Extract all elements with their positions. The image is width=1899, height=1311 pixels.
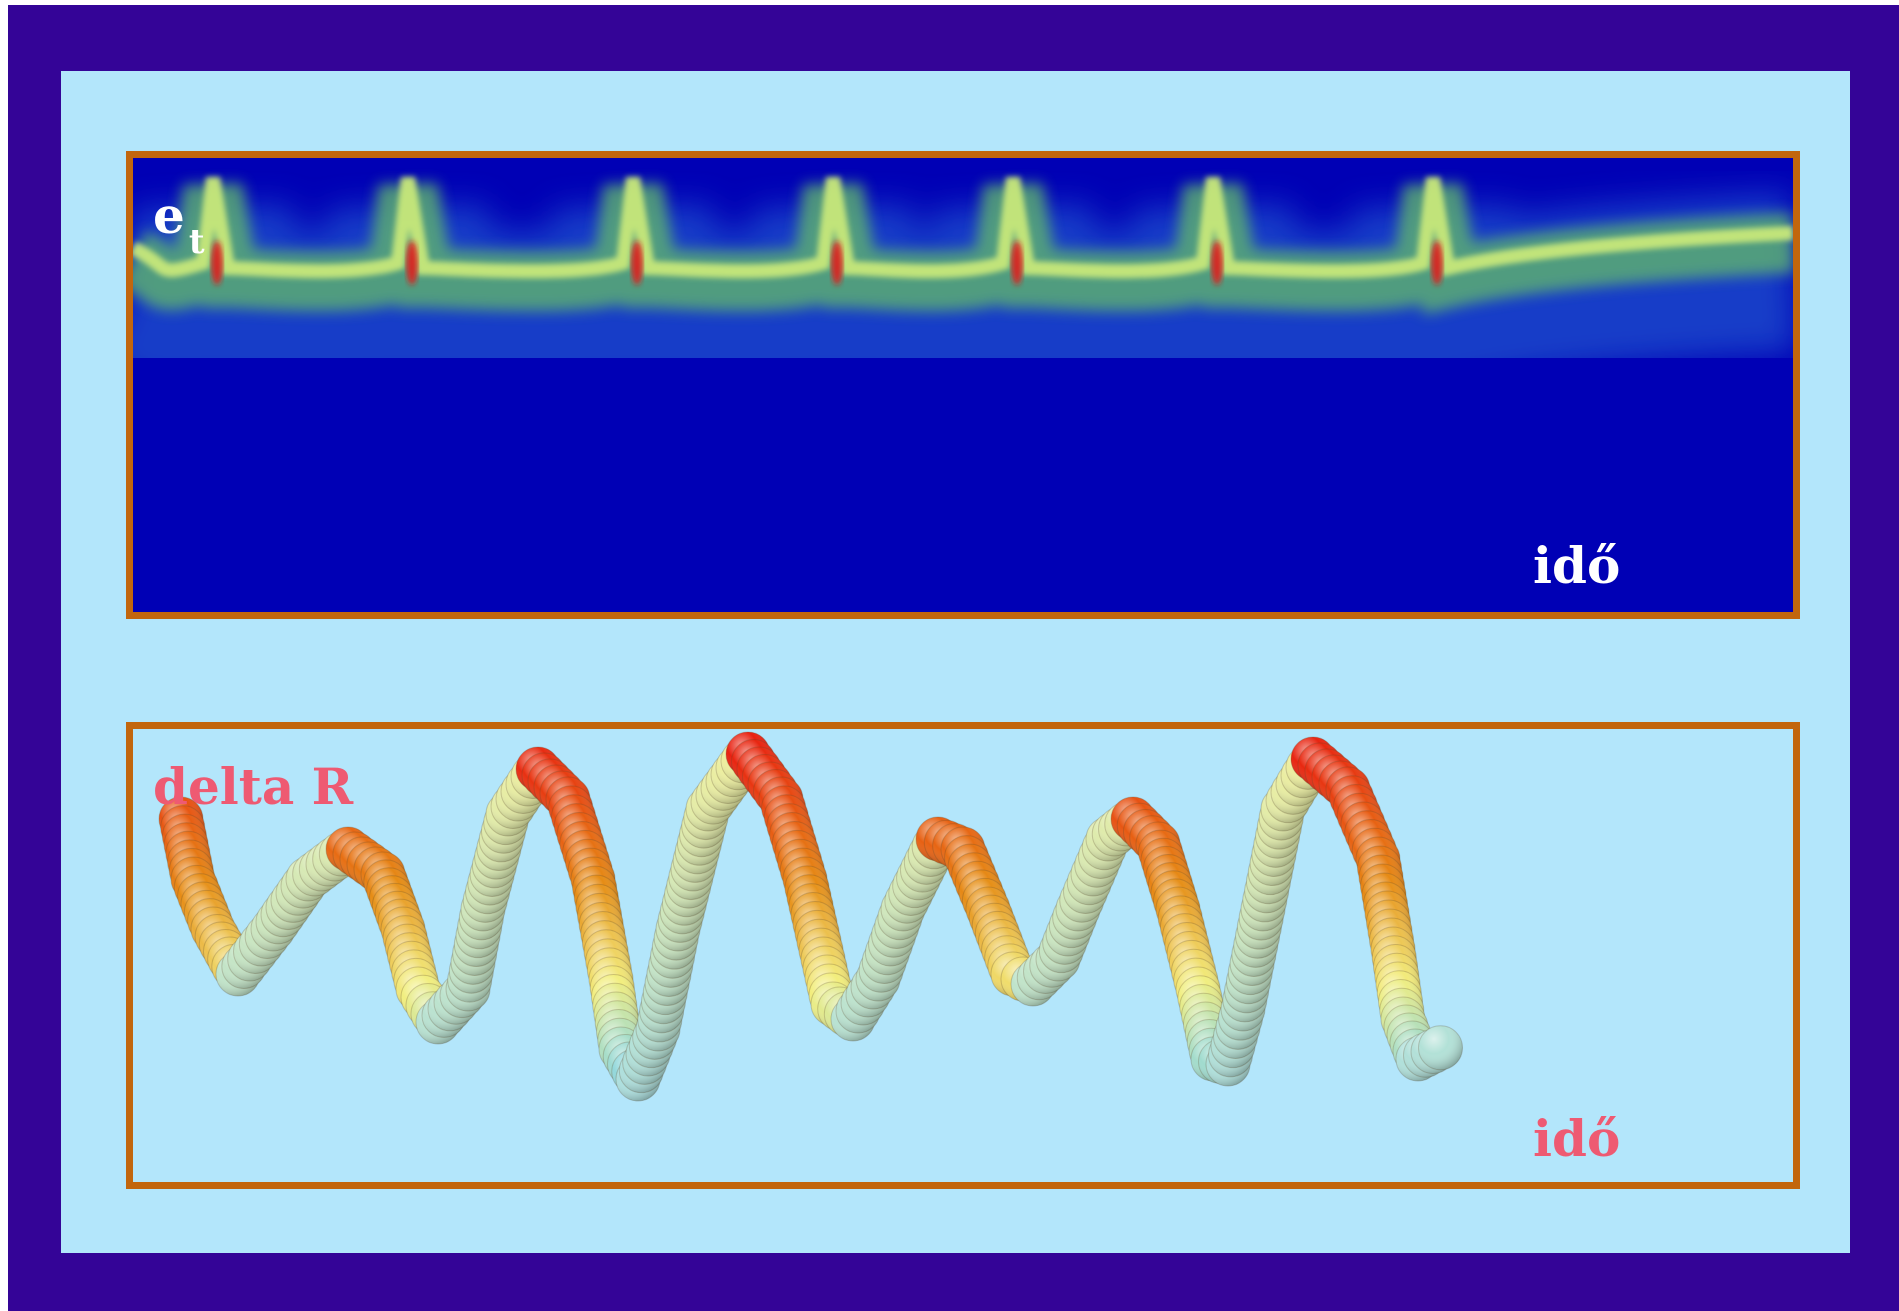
tube-bead-shade-369 [1418, 1025, 1463, 1070]
heatmap-peak-1 [211, 241, 223, 285]
heatmap-peak-3 [631, 241, 643, 285]
heatmap-peak-5 [1011, 241, 1023, 285]
wave-ridge-path [133, 176, 1793, 279]
tube-canvas [158, 731, 1463, 1102]
heatmap-peaks [211, 241, 1443, 285]
bottom-x-axis-label: idő [1533, 1109, 1621, 1168]
glow-mid-path [133, 183, 1793, 315]
delta-r-tube [158, 731, 1463, 1102]
heatmap-canvas [133, 176, 1793, 406]
heatmap-peak-6 [1211, 241, 1223, 285]
bottom-panel-tube: delta R idő [126, 722, 1800, 1189]
top-x-axis-label: idő [1533, 536, 1621, 595]
heatmap-peak-2 [406, 241, 418, 285]
heatmap-wave-ridge [133, 176, 1793, 279]
heatmap-peak-7 [1431, 241, 1443, 285]
heatmap-peak-4 [831, 241, 843, 285]
bottom-y-axis-label: delta R [153, 757, 354, 816]
heatmap-glow-band [133, 183, 1793, 406]
